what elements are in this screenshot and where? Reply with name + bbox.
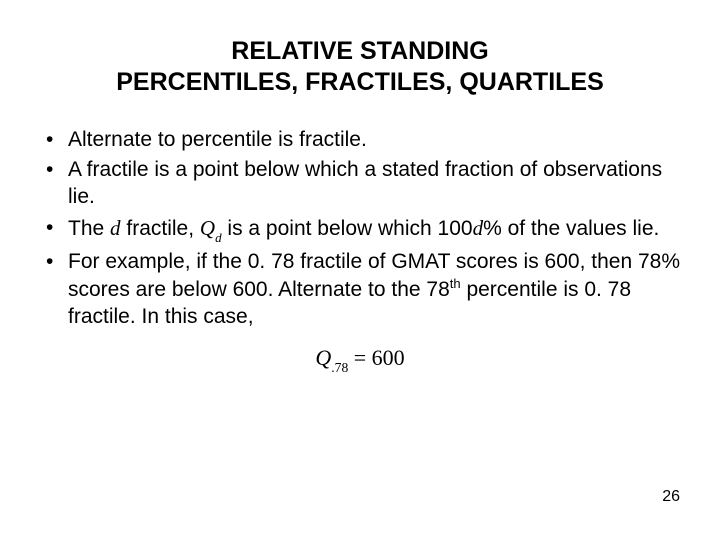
equation: Q.78 = 600 (315, 345, 404, 374)
bullet-3: The d fractile, Qd is a point below whic… (38, 215, 682, 245)
slide-title: RELATIVE STANDING PERCENTILES, FRACTILES… (38, 36, 682, 99)
title-line-2: PERCENTILES, FRACTILES, QUARTILES (116, 68, 604, 96)
slide: RELATIVE STANDING PERCENTILES, FRACTILES… (0, 0, 720, 540)
q-letter: Q (200, 216, 215, 240)
bullet-3-post1: is a point below which 100 (222, 217, 473, 240)
bullet-3-dvar: d (110, 216, 121, 240)
bullet-list: Alternate to percentile is fractile. A f… (38, 127, 682, 331)
equation-eqsign: = (348, 345, 371, 370)
q-symbol: Qd (200, 216, 222, 240)
bullet-2-text: A fractile is a point below which a stat… (68, 158, 662, 208)
equation-block: Q.78 = 600 (38, 345, 682, 374)
bullet-3-pre: The (68, 217, 110, 240)
q-subscript: d (215, 230, 222, 245)
page-number: 26 (662, 488, 680, 506)
bullet-1: Alternate to percentile is fractile. (38, 127, 682, 154)
equation-rhs: 600 (372, 345, 405, 370)
bullet-1-text: Alternate to percentile is fractile. (68, 128, 367, 151)
bullet-3-mid: fractile, (121, 217, 200, 240)
bullet-4-th: th (450, 276, 461, 291)
equation-sub: .78 (331, 360, 348, 375)
bullet-2: A fractile is a point below which a stat… (38, 157, 682, 211)
bullet-4: For example, if the 0. 78 fractile of GM… (38, 249, 682, 331)
bullet-3-post2: % of the values lie. (483, 217, 659, 240)
bullet-3-post-d: d (473, 216, 484, 240)
equation-Q: Q (315, 345, 331, 370)
title-line-1: RELATIVE STANDING (231, 37, 488, 65)
